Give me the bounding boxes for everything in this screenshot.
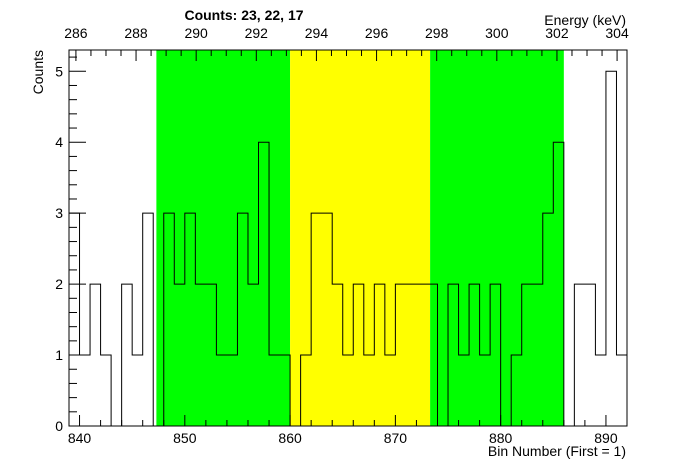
plot-frame	[68, 49, 628, 427]
x2-tick-label: 294	[305, 25, 329, 41]
x2-tick-label: 286	[64, 25, 88, 41]
y-tick-label: 5	[55, 63, 63, 79]
x2-tick-label: 300	[485, 25, 509, 41]
region-band-1	[290, 50, 431, 426]
region-band-0	[156, 50, 291, 426]
x-tick-label: 840	[68, 430, 92, 446]
histogram-series	[68, 70, 628, 427]
x2-tick-label: 288	[124, 25, 148, 41]
x2-tick-label: 290	[184, 25, 208, 41]
y-tick-label: 0	[55, 418, 63, 434]
x2-tick-label: 296	[365, 25, 389, 41]
y-tick-label: 3	[55, 205, 63, 221]
x2-tick-label: 292	[245, 25, 269, 41]
histogram-layer	[68, 70, 628, 427]
x-axis-label: Bin Number (First = 1)	[488, 443, 626, 459]
x2-axis-label: Energy (keV)	[544, 12, 626, 28]
axes-layer: 840 850 860 870 880 890 286 288 290 292 294 296 298 3…	[55, 25, 629, 446]
x2-tick-label: 304	[605, 25, 629, 41]
y-tick-label: 4	[55, 134, 63, 150]
x-tick-label: 880	[489, 430, 513, 446]
y-tick-label: 2	[55, 276, 63, 292]
region-band-2	[430, 50, 564, 426]
x-tick-label: 870	[384, 430, 408, 446]
x2-tick-label: 302	[545, 25, 569, 41]
regions-layer	[156, 50, 564, 426]
x-tick-label: 850	[173, 430, 197, 446]
x-tick-label: 890	[594, 430, 618, 446]
x2-tick-label: 298	[425, 25, 449, 41]
y-tick-label: 1	[55, 347, 63, 363]
chart-title: Counts: 23, 22, 17	[184, 7, 303, 23]
x-tick-label: 860	[278, 430, 302, 446]
y-axis-label: Counts	[30, 50, 46, 94]
